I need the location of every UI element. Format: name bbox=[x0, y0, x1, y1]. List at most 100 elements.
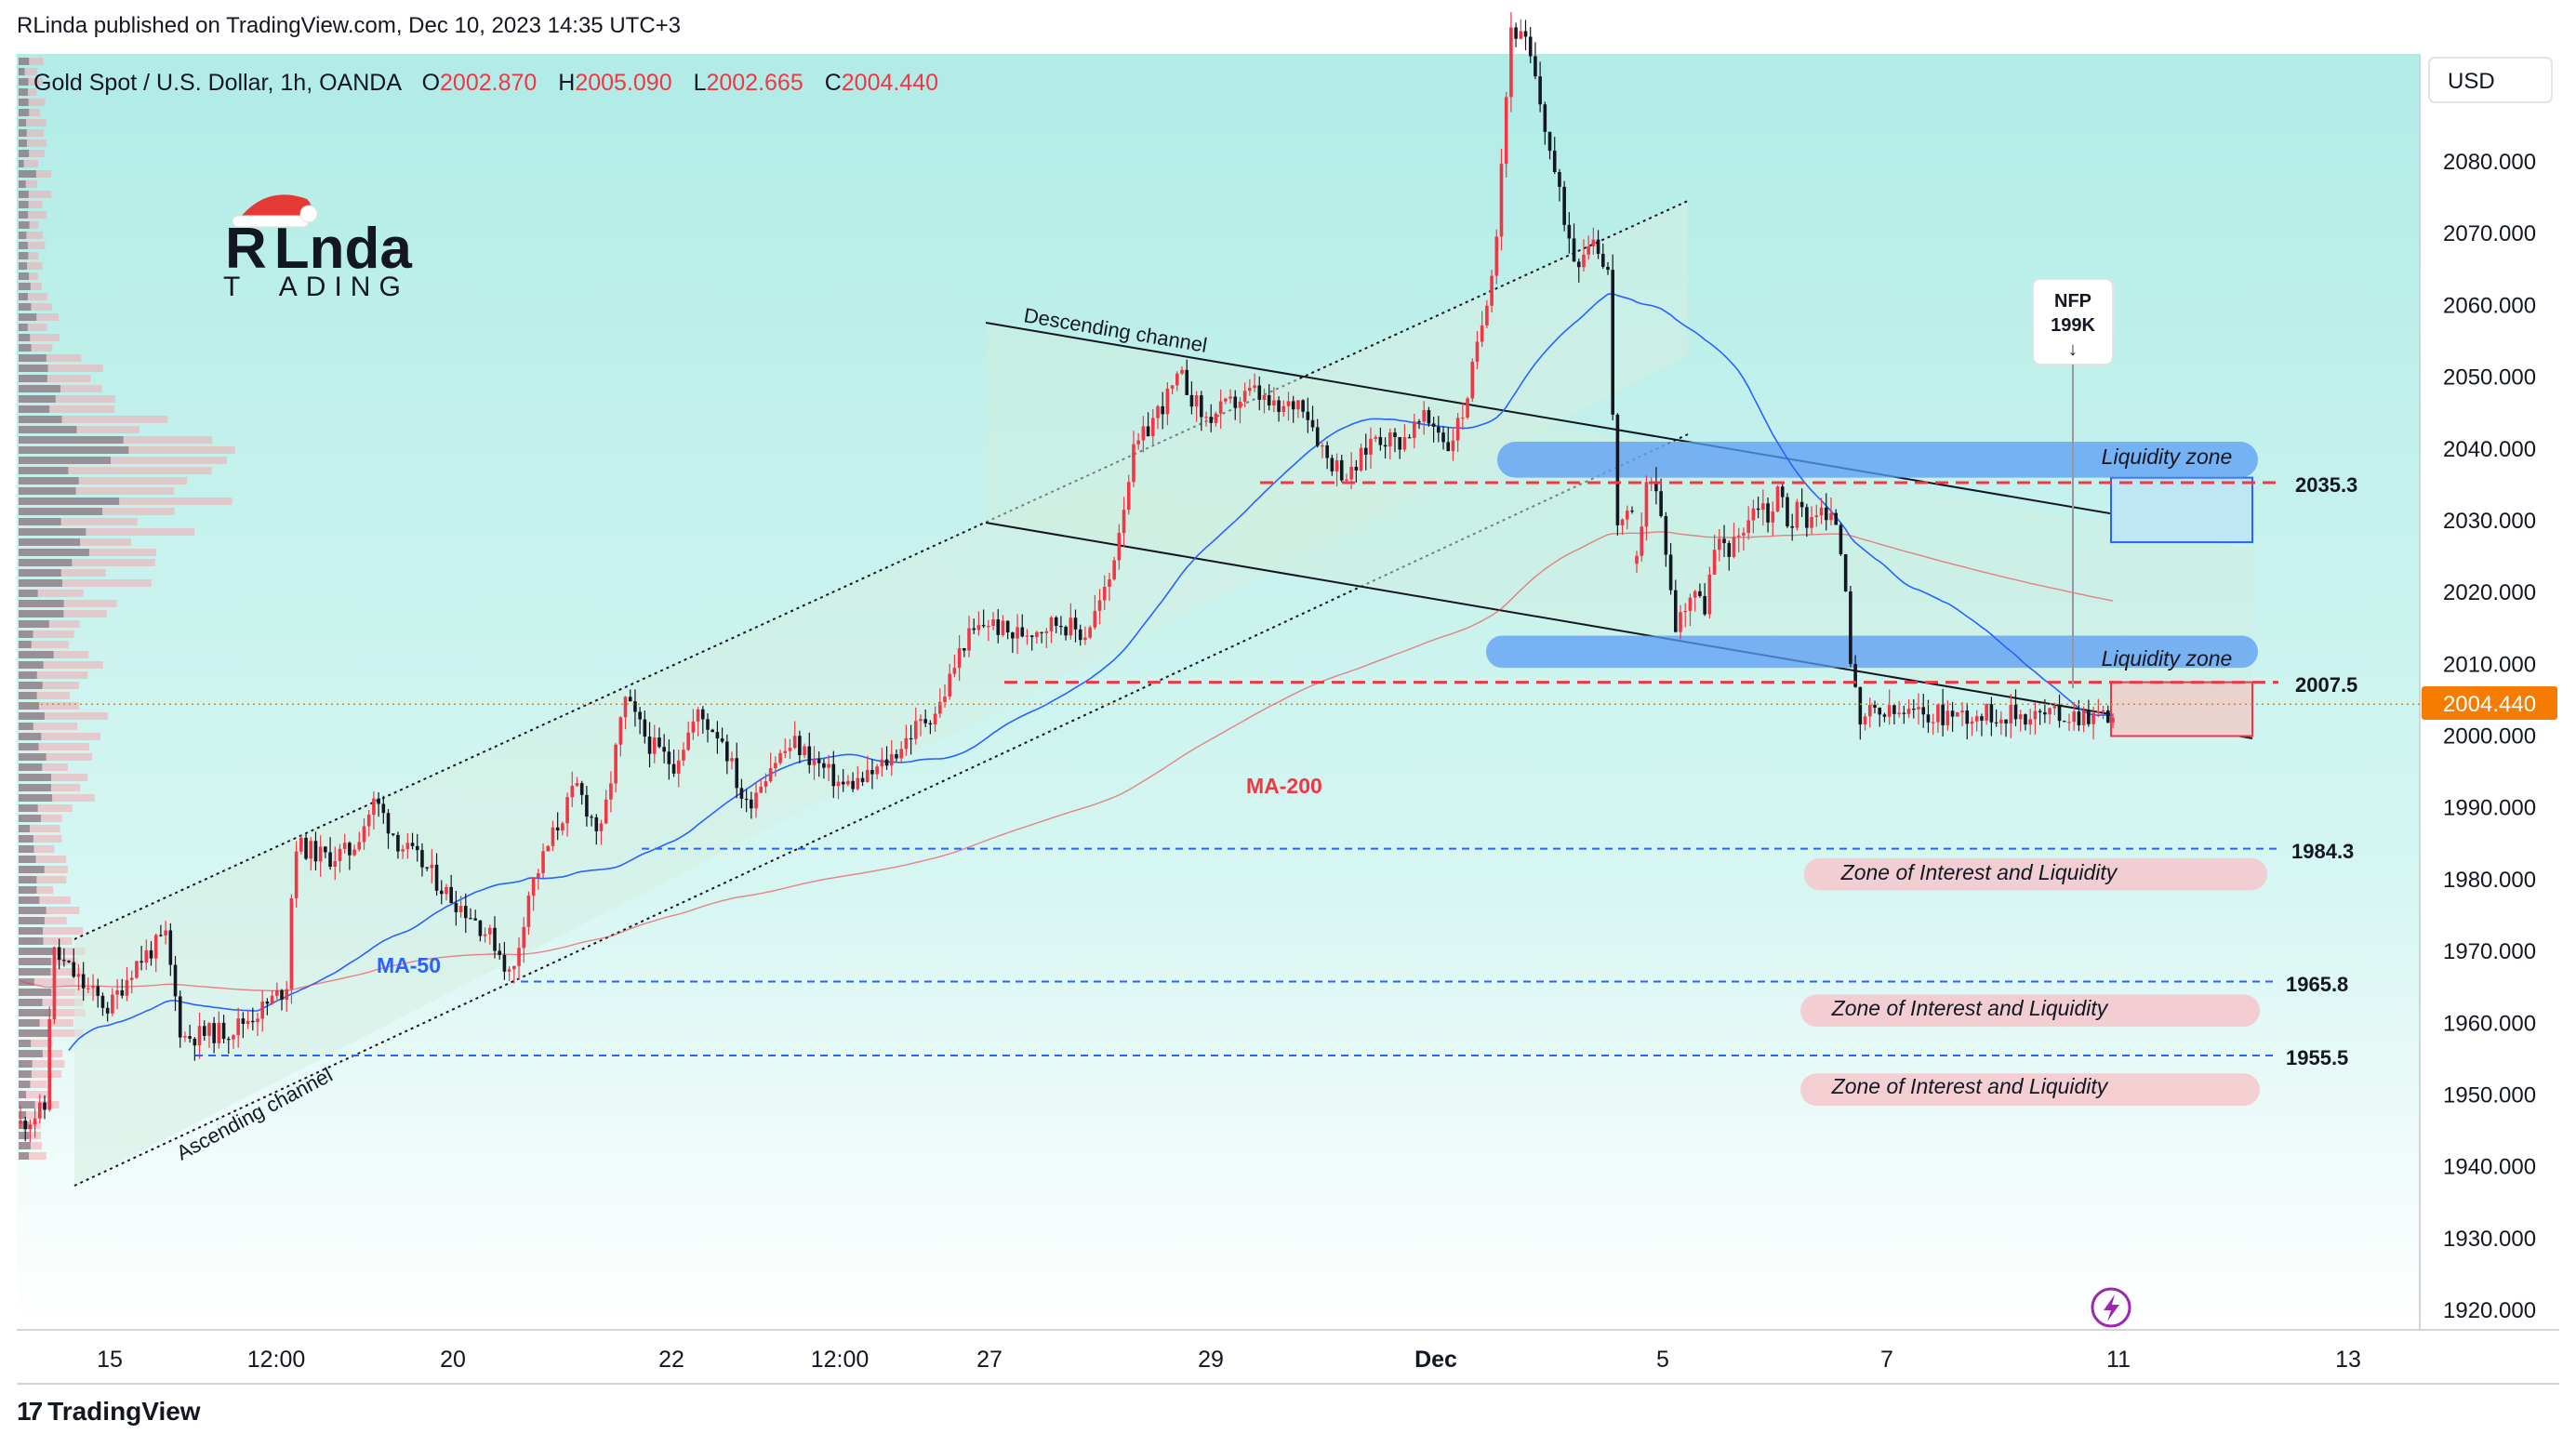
candle-body bbox=[1615, 414, 1620, 525]
volume-bar-up bbox=[19, 907, 80, 914]
candle-body bbox=[1417, 421, 1421, 423]
candle-body bbox=[1078, 629, 1082, 641]
volume-bar-down bbox=[19, 365, 48, 372]
liquidity-zone-lower bbox=[1486, 635, 2258, 669]
volume-bar-down bbox=[19, 324, 28, 331]
candle-body bbox=[362, 826, 366, 843]
currency-button[interactable]: USD bbox=[2448, 69, 2495, 94]
candle-body bbox=[870, 770, 874, 775]
candle-body bbox=[1175, 373, 1179, 386]
candle-body bbox=[415, 845, 419, 851]
volume-bar-up bbox=[19, 651, 89, 658]
candle-body bbox=[1204, 417, 1208, 418]
candle-body bbox=[52, 947, 57, 1020]
volume-bar-up bbox=[19, 180, 38, 188]
volume-bar-down bbox=[19, 129, 27, 137]
candle-body bbox=[1016, 627, 1019, 639]
candle-body bbox=[730, 758, 734, 762]
candle-body bbox=[1858, 686, 1863, 725]
volume-bar-down bbox=[19, 221, 30, 229]
candle-body bbox=[178, 996, 182, 1038]
candle-body bbox=[691, 721, 696, 733]
candle-body bbox=[1049, 617, 1054, 631]
candle-body bbox=[502, 954, 507, 972]
candle-body bbox=[710, 729, 715, 733]
candle-body bbox=[1446, 442, 1451, 452]
volume-bar-down bbox=[19, 753, 46, 761]
candle-body bbox=[1185, 369, 1189, 395]
candle-body bbox=[803, 746, 806, 756]
time-tick-label: 22 bbox=[658, 1347, 684, 1373]
tradingview-footer[interactable]: 17 TradingView bbox=[17, 1397, 201, 1427]
volume-bar-up bbox=[19, 487, 175, 495]
candle-body bbox=[1064, 627, 1068, 636]
candle-body bbox=[1688, 597, 1693, 611]
candle-body bbox=[937, 701, 942, 714]
publisher-header: RLinda published on TradingView.com, Dec… bbox=[17, 13, 682, 38]
volume-bar-up bbox=[19, 58, 44, 65]
candle-body bbox=[1834, 512, 1839, 525]
candle-body bbox=[173, 964, 178, 997]
candle-body bbox=[1956, 712, 1959, 717]
volume-bar-down bbox=[19, 886, 37, 894]
volume-bar-down bbox=[19, 1152, 29, 1160]
volume-bar-up bbox=[19, 68, 38, 75]
candle-body bbox=[948, 673, 952, 697]
volume-bar-up bbox=[19, 303, 53, 311]
candle-body bbox=[1296, 400, 1300, 410]
volume-bar-down bbox=[19, 784, 52, 791]
volume-bar-down bbox=[19, 313, 37, 321]
volume-bar-down bbox=[19, 416, 62, 423]
candle-body bbox=[1407, 437, 1412, 439]
candle-body bbox=[2077, 711, 2081, 725]
candle-body bbox=[1552, 151, 1557, 173]
candle-body bbox=[236, 1018, 240, 1036]
candle-body bbox=[1751, 508, 1756, 521]
candle-body bbox=[546, 845, 551, 852]
currency-button-bg[interactable] bbox=[2428, 57, 2553, 103]
candle-body bbox=[1611, 270, 1614, 415]
volume-bar-down bbox=[19, 600, 64, 607]
candle-body bbox=[2043, 712, 2047, 715]
candle-body bbox=[706, 719, 710, 730]
candle-body bbox=[1001, 620, 1005, 635]
volume-bar-down bbox=[19, 262, 28, 270]
volume-bar-down bbox=[19, 825, 31, 832]
zone-label-interest-1: Zone of Interest and Liquidity bbox=[1840, 860, 2118, 884]
candle-body bbox=[856, 777, 860, 790]
low-label: L bbox=[694, 70, 707, 96]
candle-body bbox=[1795, 501, 1799, 528]
time-tick-label: 12:00 bbox=[247, 1347, 306, 1373]
candle-body bbox=[1388, 432, 1392, 447]
candle-body bbox=[23, 1120, 28, 1130]
candle-body bbox=[1596, 239, 1600, 254]
candle-body bbox=[246, 1020, 250, 1024]
volume-bar-up bbox=[19, 457, 227, 464]
candle-body bbox=[2057, 706, 2062, 722]
candle-body bbox=[193, 1038, 197, 1046]
candle-body bbox=[768, 768, 773, 782]
volume-bar-down bbox=[19, 160, 24, 167]
candle-body bbox=[919, 719, 923, 722]
candle-body bbox=[483, 934, 487, 936]
candle-body bbox=[1761, 503, 1765, 511]
candle-body bbox=[1455, 418, 1460, 441]
candle-body bbox=[488, 927, 492, 935]
candle-body bbox=[1441, 432, 1445, 443]
volume-bar-up bbox=[19, 631, 74, 638]
candle-body bbox=[1786, 497, 1789, 526]
volume-bar-down bbox=[19, 917, 45, 924]
candle-body bbox=[952, 668, 957, 674]
candle-body bbox=[1843, 554, 1848, 591]
volume-bar-up bbox=[19, 1091, 48, 1098]
volume-bar-down bbox=[19, 723, 33, 730]
tradingview-logo-icon: 17 bbox=[17, 1397, 43, 1426]
volume-bar-up bbox=[19, 579, 152, 587]
nfp-annotation[interactable]: NFP 199K ↓ bbox=[2032, 278, 2114, 688]
candle-body bbox=[1824, 507, 1828, 521]
high-label: H bbox=[558, 70, 575, 96]
volume-bar-up bbox=[19, 1070, 62, 1078]
lightning-icon[interactable] bbox=[2091, 1287, 2131, 1328]
volume-bar-up bbox=[19, 344, 53, 352]
